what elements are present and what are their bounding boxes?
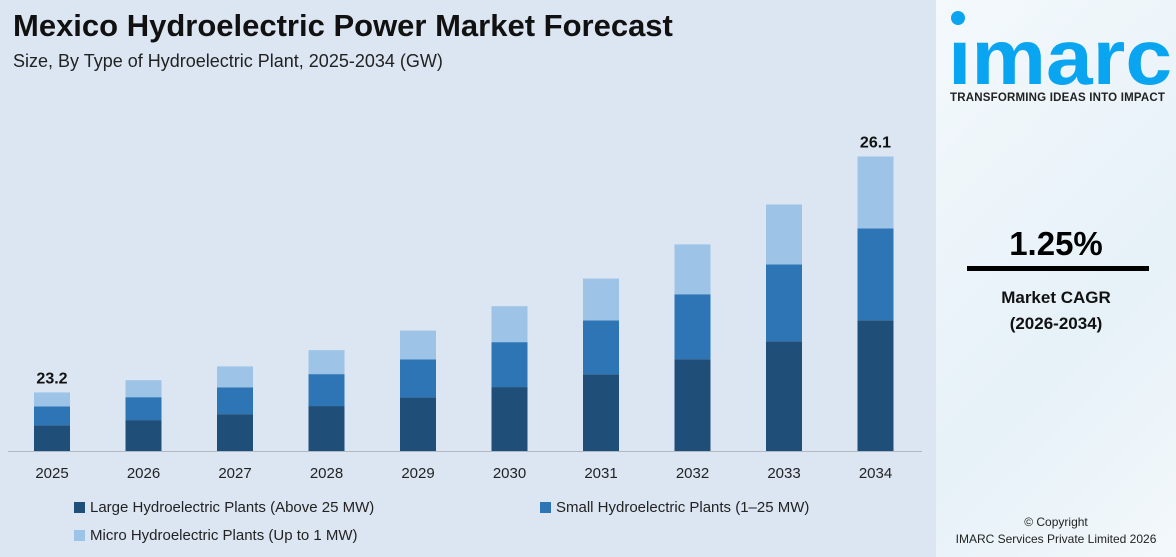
bar-segment-2030-2 bbox=[491, 306, 528, 343]
bar-segment-2031-1 bbox=[583, 320, 619, 375]
bar-segment-2034-0 bbox=[857, 320, 894, 451]
svg-text:ımarc: ımarc bbox=[948, 13, 1172, 88]
copyright-text: © Copyright bbox=[1024, 515, 1088, 529]
bar-segment-2032-1 bbox=[674, 294, 711, 360]
bar-segment-2027-1 bbox=[217, 387, 253, 415]
x-tick-label: 2032 bbox=[676, 465, 709, 482]
imarc-logo: ımarc bbox=[948, 11, 1172, 88]
bar-segment-2025-0 bbox=[34, 425, 70, 451]
legend-swatch bbox=[540, 502, 551, 513]
bar-segment-2034-1 bbox=[857, 228, 894, 321]
bar-segment-2032-0 bbox=[674, 359, 711, 451]
cagr-label: Market CAGR (2026-2034) bbox=[936, 285, 1176, 337]
bar-segment-2029-1 bbox=[400, 359, 436, 398]
x-tick-label: 2030 bbox=[493, 465, 526, 482]
company-name: IMARC Services Private Limited 2026 bbox=[955, 532, 1157, 546]
legend-item-large: Large Hydroelectric Plants (Above 25 MW) bbox=[74, 499, 374, 516]
x-tick-label: 2027 bbox=[218, 465, 251, 482]
bar-segment-2034-2 bbox=[857, 156, 894, 229]
bar-segment-2031-2 bbox=[583, 278, 619, 321]
bar-segment-2028-2 bbox=[308, 350, 345, 375]
bar-segment-2033-0 bbox=[766, 341, 802, 451]
x-tick-label: 2029 bbox=[401, 465, 434, 482]
bar-segment-2026-0 bbox=[125, 420, 162, 451]
data-label: 26.1 bbox=[860, 135, 891, 152]
bar-segment-2033-2 bbox=[766, 204, 802, 265]
legend-swatch bbox=[74, 530, 85, 541]
bar-segment-2030-1 bbox=[491, 342, 528, 388]
chart-title: Mexico Hydroelectric Power Market Foreca… bbox=[13, 8, 673, 43]
legend-swatch bbox=[74, 502, 85, 513]
x-tick-label: 2031 bbox=[584, 465, 617, 482]
x-tick-label: 2028 bbox=[310, 465, 343, 482]
divider bbox=[967, 266, 1149, 271]
cagr-period: (2026-2034) bbox=[1009, 314, 1103, 333]
sidebar-panel: ımarc TRANSFORMING IDEAS INTO IMPACT 1.2… bbox=[936, 0, 1176, 557]
cagr-value: 1.25% bbox=[1009, 225, 1103, 262]
bar-segment-2032-2 bbox=[674, 244, 711, 295]
chart-subtitle: Size, By Type of Hydroelectric Plant, 20… bbox=[13, 51, 443, 71]
bar-segment-2031-0 bbox=[583, 374, 619, 451]
tagline: TRANSFORMING IDEAS INTO IMPACT bbox=[950, 92, 1166, 104]
cagr-label-text: Market CAGR bbox=[1001, 288, 1111, 307]
legend-item-micro: Micro Hydroelectric Plants (Up to 1 MW) bbox=[74, 527, 358, 544]
bar-segment-2026-2 bbox=[125, 380, 162, 398]
legend-label: Small Hydroelectric Plants (1–25 MW) bbox=[556, 499, 810, 516]
bar-segment-2025-2 bbox=[34, 392, 70, 407]
bar-segment-2027-2 bbox=[217, 366, 253, 388]
x-tick-label: 2026 bbox=[127, 465, 160, 482]
bar-segment-2026-1 bbox=[125, 397, 162, 421]
bar-segment-2029-0 bbox=[400, 397, 436, 451]
x-tick-label: 2025 bbox=[35, 465, 68, 482]
x-tick-label: 2033 bbox=[767, 465, 800, 482]
bar-segment-2025-1 bbox=[34, 406, 70, 426]
bar-segment-2033-1 bbox=[766, 264, 802, 342]
bar-segment-2027-0 bbox=[217, 414, 253, 451]
copyright: © Copyright IMARC Services Private Limite… bbox=[936, 514, 1176, 548]
x-tick-label: 2034 bbox=[859, 465, 892, 482]
legend-item-small: Small Hydroelectric Plants (1–25 MW) bbox=[540, 499, 809, 516]
bar-segment-2029-2 bbox=[400, 330, 436, 360]
legend-label: Micro Hydroelectric Plants (Up to 1 MW) bbox=[90, 527, 358, 544]
data-label: 23.2 bbox=[36, 370, 67, 387]
bar-segment-2028-1 bbox=[308, 374, 345, 407]
bar-segment-2028-0 bbox=[308, 406, 345, 451]
legend-label: Large Hydroelectric Plants (Above 25 MW) bbox=[90, 499, 375, 516]
stacked-bar-chart: 2025 23.2 2026 2027 2028 2029 2030 2031 2032 2033… bbox=[8, 135, 922, 482]
bar-segment-2030-0 bbox=[491, 387, 528, 451]
